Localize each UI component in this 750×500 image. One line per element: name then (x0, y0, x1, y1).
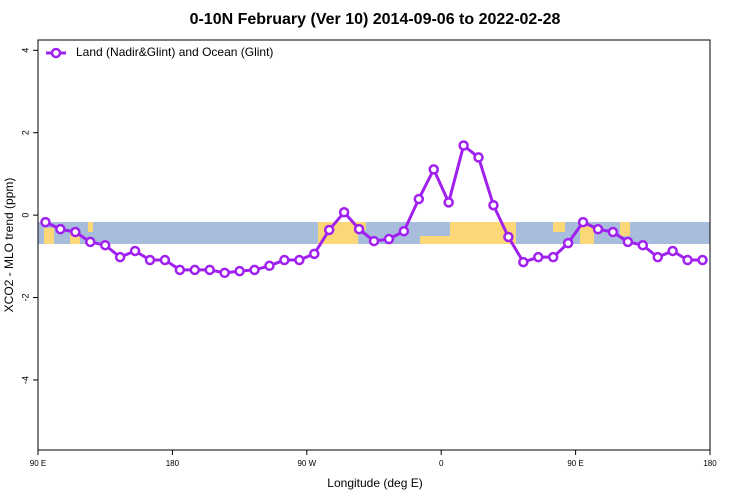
data-point (249, 264, 260, 276)
data-point (70, 226, 81, 238)
data-point (99, 239, 111, 251)
data-point (697, 254, 708, 266)
x-tick-label: 180 (166, 459, 180, 468)
data-point (413, 193, 425, 205)
data-point (577, 216, 589, 228)
y-tick-label: 4 (20, 48, 30, 53)
data-point (533, 251, 544, 263)
x-tick-label: 90 E (567, 459, 583, 468)
data-point (174, 264, 186, 276)
data-point (338, 206, 350, 218)
data-point (279, 254, 290, 266)
x-axis-label: Longitude (deg E) (327, 476, 422, 490)
data-point (443, 197, 454, 208)
data-point (368, 235, 380, 247)
land (580, 226, 594, 244)
data-point (607, 226, 619, 238)
data-point (652, 251, 663, 263)
data-point (129, 245, 141, 257)
data-point (85, 236, 96, 248)
y-tick-label: -4 (20, 376, 30, 384)
legend-label: Land (Nadir&Glint) and Ocean (Glint) (76, 45, 273, 59)
y-tick-label: 0 (20, 213, 30, 218)
data-point (398, 225, 410, 237)
legend-marker (50, 47, 62, 59)
land (553, 222, 565, 232)
land (620, 222, 630, 236)
chart-title: 0-10N February (Ver 10) 2014-09-06 to 20… (190, 11, 561, 28)
data-point (189, 264, 201, 276)
data-point (637, 239, 649, 251)
data-point (219, 267, 230, 279)
data-point (473, 152, 484, 163)
data-point (40, 216, 51, 228)
data-point (323, 224, 335, 236)
x-tick-label: 0 (439, 459, 444, 468)
data-point (682, 254, 693, 266)
land (70, 232, 80, 244)
data-point (144, 254, 156, 266)
data-point (562, 237, 574, 249)
x-tick-label: 90 E (30, 459, 46, 468)
data-point (114, 251, 126, 263)
data-point (264, 260, 275, 272)
data-point (667, 245, 678, 257)
data-point (592, 223, 604, 235)
data-point (547, 251, 559, 263)
data-point (159, 254, 171, 266)
x-tick-label: 90 W (297, 459, 316, 468)
land (44, 228, 54, 244)
land (450, 222, 516, 244)
data-point (503, 231, 514, 243)
data-point (234, 265, 245, 277)
ocean-band (38, 222, 710, 244)
data-point (622, 236, 634, 248)
data-point (294, 254, 305, 266)
data-point (458, 140, 469, 151)
land (420, 236, 450, 244)
plot-frame (37, 39, 711, 451)
data-point (353, 223, 365, 235)
data-point (383, 233, 395, 245)
data-point (309, 248, 320, 260)
land (88, 222, 93, 232)
data-point (204, 264, 215, 276)
map-band (38, 222, 710, 244)
series-line (44, 142, 703, 275)
y-tick-label: 2 (20, 130, 30, 135)
data-point (518, 256, 529, 268)
y-tick-label: -2 (20, 294, 30, 302)
data-point (428, 164, 439, 175)
y-axis-label: XCO2 - MLO trend (ppm) (2, 178, 16, 313)
x-tick-label: 180 (703, 459, 717, 468)
data-point (488, 199, 499, 211)
data-point (55, 223, 66, 235)
